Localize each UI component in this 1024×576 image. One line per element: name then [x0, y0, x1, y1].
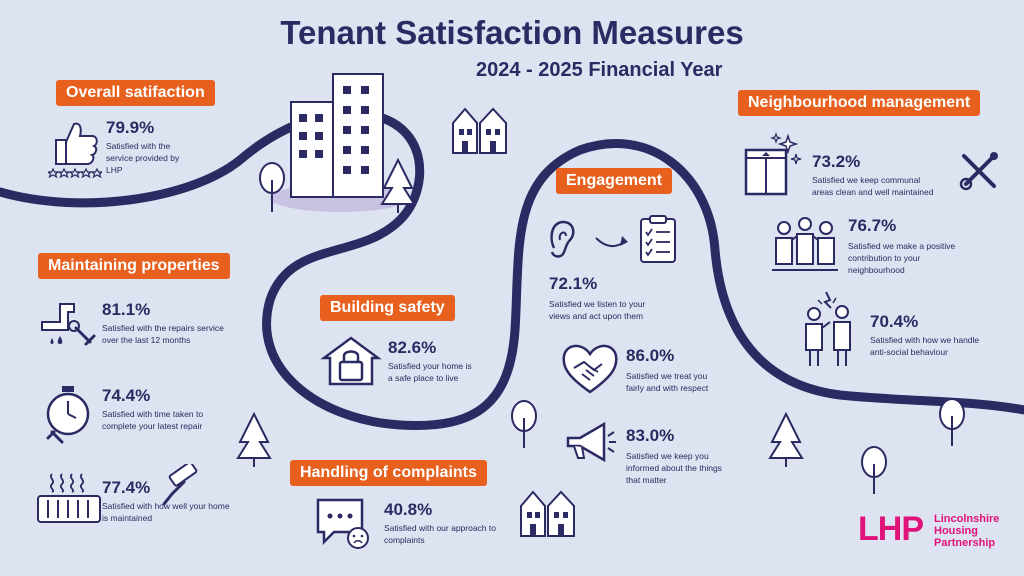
- complaints-text: Satisfied with our approach to complaint…: [384, 523, 496, 545]
- communal-percent: 73.2%: [812, 152, 861, 171]
- arrow-right-icon: [595, 236, 628, 248]
- respect-percent: 86.0%: [626, 346, 675, 365]
- tree-icon: [861, 446, 887, 494]
- radiator-icon: [37, 473, 101, 523]
- complaints-percent: 40.8%: [384, 500, 433, 519]
- contribution-percent: 76.7%: [848, 216, 897, 235]
- megaphone-icon: [566, 421, 616, 463]
- paint-roller-icon: [162, 464, 198, 506]
- houses-icon: [452, 107, 507, 154]
- overall-service-percent: 79.9%: [106, 118, 155, 137]
- lift-sparkle-icon: [744, 132, 802, 196]
- house-padlock-icon: [320, 336, 382, 386]
- section-handling-complaints: Handling of complaints: [290, 460, 487, 486]
- contribution-text: Satisfied we make a positive contributio…: [848, 241, 956, 275]
- section-neighbourhood-management: Neighbourhood management: [738, 90, 981, 116]
- asb-text: Satisfied with how we handle anti-social…: [870, 335, 980, 357]
- thumbs-up-icon: [48, 122, 102, 179]
- repairs-service-percent: 81.1%: [102, 300, 151, 319]
- logo-line-3: Partnership: [934, 537, 996, 549]
- section-overall-satisfaction: Overall satifaction: [56, 80, 215, 106]
- respect-text: Satisfied we treat you fairly and with r…: [626, 371, 709, 393]
- argument-people-icon: [805, 291, 851, 366]
- overall-service-text: Satisfied with the service provided by L…: [106, 141, 180, 175]
- asb-percent: 70.4%: [870, 312, 919, 331]
- repair-time-percent: 74.4%: [102, 386, 151, 405]
- listen-percent: 72.1%: [549, 274, 598, 293]
- informed-text: Satisfied we keep you informed about the…: [626, 451, 722, 485]
- informed-percent: 83.0%: [626, 426, 675, 445]
- complaint-speech-bubble-icon: [316, 498, 369, 549]
- tree-icon: [939, 398, 965, 446]
- pine-tree-icon: [236, 412, 272, 467]
- houses-icon: [520, 490, 575, 537]
- leaking-pipe-wrench-icon: [41, 303, 96, 346]
- repair-time-text: Satisfied with time taken to complete yo…: [102, 409, 204, 431]
- tree-icon: [511, 400, 537, 448]
- section-engagement: Engagement: [556, 168, 673, 194]
- section-building-safety: Building safety: [320, 295, 455, 321]
- lhp-logo-text: Lincolnshire Housing Partnership: [934, 513, 999, 549]
- home-maintained-percent: 77.4%: [102, 478, 151, 497]
- safe-home-percent: 82.6%: [388, 338, 437, 357]
- tree-icon: [259, 162, 285, 212]
- pine-tree-icon: [380, 158, 416, 213]
- safe-home-text: Satisfied your home is a safe place to l…: [388, 361, 472, 383]
- listen-text: Satisfied we listen to your views and ac…: [549, 299, 646, 321]
- home-maintained-text: Satisfied with how well your home is mai…: [102, 501, 230, 523]
- wrench-screwdriver-icon: [959, 152, 998, 191]
- pine-tree-icon: [768, 412, 804, 467]
- logo-line-1: Lincolnshire: [934, 513, 1000, 525]
- lhp-logo-mark: LHP: [858, 510, 924, 548]
- page-subtitle: 2024 - 2025 Financial Year: [476, 59, 723, 81]
- apartment-building-icon: [290, 73, 384, 198]
- communal-text: Satisfied we keep communal areas clean a…: [812, 175, 934, 197]
- stopwatch-wrench-icon: [46, 386, 90, 444]
- heart-handshake-icon: [562, 344, 618, 394]
- community-people-icon: [772, 217, 838, 271]
- ear-icon: [550, 220, 575, 258]
- section-maintaining-properties: Maintaining properties: [38, 253, 230, 279]
- page-title: Tenant Satisfaction Measures: [280, 14, 744, 51]
- logo-line-2: Housing: [934, 525, 978, 537]
- repairs-service-text: Satisfied with the repairs service over …: [102, 323, 224, 345]
- clipboard-checklist-icon: [640, 215, 676, 263]
